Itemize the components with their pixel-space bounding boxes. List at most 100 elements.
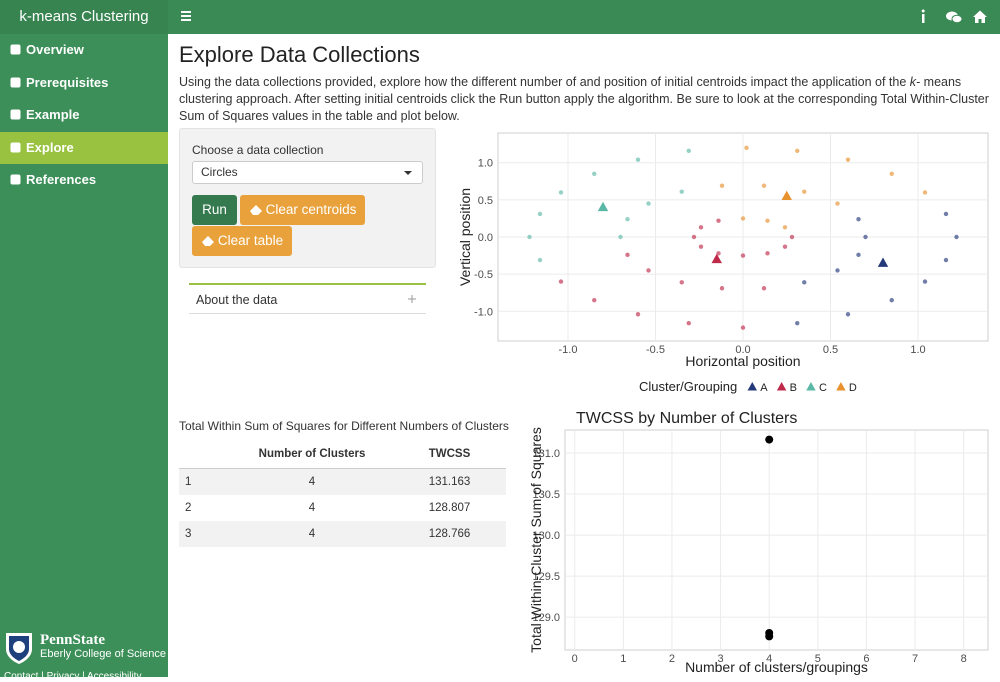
menu-toggle[interactable] — [181, 11, 193, 22]
data-point — [719, 286, 725, 291]
data-point — [802, 189, 807, 194]
data-point — [889, 171, 894, 177]
data-point — [943, 257, 949, 263]
data-point — [795, 148, 800, 154]
table-cell: 4 — [308, 502, 316, 514]
nav-item[interactable]: References — [0, 164, 168, 196]
eraser-icon — [201, 236, 214, 246]
data-point — [954, 234, 959, 240]
nav-item[interactable]: Explore — [0, 131, 168, 164]
caret — [404, 171, 412, 175]
nav-label: Overview — [26, 42, 84, 57]
data-point — [765, 435, 774, 444]
sidebar: Overview Prerequisites Example Explore Refer… — [0, 34, 168, 677]
data-point — [646, 201, 651, 206]
nav-icon — [10, 77, 21, 87]
intro-text: Using the data collections provided, exp… — [179, 75, 910, 89]
x-tick-label: 0.0 — [735, 344, 750, 356]
button-label: Run — [202, 202, 227, 217]
header-icons[interactable] — [918, 9, 994, 25]
legend-key — [836, 382, 846, 391]
data-point — [618, 234, 623, 240]
data-point — [782, 244, 788, 249]
dataset-select[interactable]: Circles — [192, 161, 423, 184]
data-point — [691, 234, 697, 240]
table-cell: 128.807 — [428, 502, 471, 514]
x-axis-label: Horizontal position — [685, 353, 800, 369]
data-point — [943, 211, 949, 217]
nav-item[interactable]: Example — [0, 99, 168, 131]
intro-text: means clustering approach. After setting… — [179, 75, 989, 123]
data-point — [740, 216, 746, 221]
data-point — [789, 234, 795, 240]
table-cell: 4 — [231, 521, 393, 547]
about-collapse[interactable]: About the data — [189, 283, 426, 314]
x-tick-label: 0.5 — [823, 344, 838, 356]
app-title: k-means Clustering — [0, 0, 168, 34]
data-point — [765, 632, 774, 641]
x-tick-label: 1 — [620, 653, 626, 665]
y-tick-label: 0.0 — [478, 232, 493, 244]
page-title: Explore Data Collections — [179, 42, 420, 67]
data-point — [740, 325, 746, 330]
column-header[interactable]: Number of Clusters — [231, 440, 393, 469]
data-point — [679, 280, 684, 285]
y-axis-label: Total Within-Cluster Sum of Squares — [528, 427, 544, 653]
x-tick-label: 0 — [572, 653, 578, 665]
x-tick-label: 6 — [863, 653, 869, 665]
x-tick-label: -1.0 — [559, 344, 578, 356]
table-cell: 1 — [179, 468, 231, 495]
pennstate-logo — [6, 633, 32, 664]
data-point — [765, 629, 774, 638]
legend-title: Cluster/Grouping — [639, 379, 737, 394]
table-cell: 3 — [179, 521, 231, 547]
data-point — [537, 257, 543, 263]
nav-item[interactable]: Prerequisites — [0, 67, 168, 99]
y-tick-label: 129.5 — [532, 571, 560, 583]
x-tick-label: 8 — [961, 653, 967, 665]
run-button[interactable]: Run — [192, 195, 237, 225]
legend-key — [747, 382, 758, 391]
table-cell: 128.766 — [393, 521, 506, 547]
button-label: Clear table — [217, 233, 284, 248]
nav-icon — [10, 142, 21, 152]
nav-item[interactable]: Overview — [0, 34, 168, 66]
x-axis-label: Number of clusters/groupings — [685, 659, 868, 675]
data-point — [835, 268, 840, 273]
data-point — [719, 183, 725, 188]
data-point — [698, 225, 704, 230]
data-point — [635, 312, 641, 317]
data-point — [856, 252, 861, 258]
legend-key — [806, 382, 816, 391]
y-tick-label: -1.0 — [474, 306, 493, 318]
header-text: TWCSS — [428, 448, 471, 460]
table-row: 2 4 128.807 — [179, 495, 506, 521]
intro-italic: k- — [909, 75, 921, 89]
twcss-table: Number of Clusters TWCSS 1 4 131.163 2 4 128.… — [179, 440, 506, 547]
data-point — [845, 157, 851, 162]
x-tick-label: 1.0 — [910, 344, 925, 356]
collapse-label: About the data — [196, 293, 278, 307]
plot-panel — [564, 429, 989, 651]
y-tick-label: 0.5 — [478, 195, 493, 207]
nav-label: Explore — [26, 139, 74, 155]
data-point — [761, 183, 767, 188]
data-point — [686, 148, 691, 154]
y-axis-label: Vertical position — [457, 188, 473, 286]
legend-label: A — [760, 382, 768, 394]
data-point — [863, 234, 868, 240]
eraser-icon — [249, 205, 262, 215]
clear-centroids-button[interactable]: Clear centroids — [240, 195, 365, 225]
data-point — [761, 286, 767, 291]
data-point — [922, 279, 928, 284]
y-tick-label: 129.0 — [532, 612, 560, 624]
y-tick-label: 131.0 — [532, 448, 560, 460]
plus-icon — [408, 295, 416, 303]
column-header[interactable]: TWCSS — [393, 440, 506, 469]
data-point — [679, 189, 684, 194]
clear-table-button[interactable]: Clear table — [192, 226, 292, 256]
nav-label: Example — [26, 107, 80, 122]
legend-label: B — [790, 382, 797, 394]
nav-icon — [10, 174, 21, 185]
